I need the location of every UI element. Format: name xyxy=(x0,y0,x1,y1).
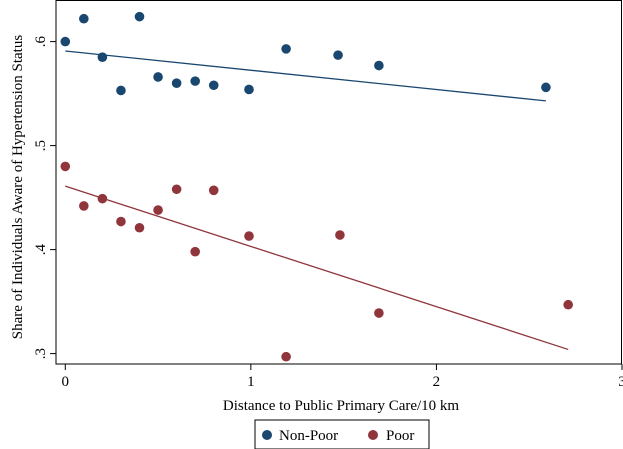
data-point xyxy=(335,230,345,240)
y-tick-label: .3 xyxy=(33,348,49,359)
x-tick-label: 1 xyxy=(247,374,255,390)
data-point xyxy=(134,11,145,22)
legend-label-non-poor: Non-Poor xyxy=(279,428,338,444)
data-point xyxy=(281,351,291,362)
data-point xyxy=(171,78,182,88)
x-axis: 0 1 2 3 xyxy=(62,364,623,390)
data-point xyxy=(333,50,343,60)
legend-label-poor: Poor xyxy=(386,428,414,444)
data-point xyxy=(374,308,384,318)
x-tick-label: 0 xyxy=(62,374,70,390)
y-axis-title: Share of Individuals Aware of Hypertensi… xyxy=(10,35,26,340)
data-point xyxy=(60,36,71,47)
fit-line xyxy=(65,50,546,102)
x-tick-label: 2 xyxy=(433,374,441,390)
y-tick-label: .4 xyxy=(33,243,49,255)
data-point xyxy=(281,44,291,54)
plot-area xyxy=(55,0,622,365)
data-point xyxy=(116,85,126,96)
y-tick-label: .6 xyxy=(33,35,49,47)
data-point xyxy=(190,246,200,257)
plot-border xyxy=(55,0,622,365)
data-point xyxy=(97,193,108,204)
legend-box xyxy=(254,419,430,449)
data-point xyxy=(208,80,219,91)
data-point xyxy=(244,84,254,95)
y-axis: .3 .4 .5 .6 xyxy=(33,35,56,359)
data-point xyxy=(244,231,254,241)
data-point xyxy=(190,76,200,86)
y-tick-label: .5 xyxy=(33,140,49,151)
data-point xyxy=(171,184,182,195)
legend: Non-Poor Poor xyxy=(254,419,430,449)
legend-marker-poor xyxy=(368,430,378,440)
fit-line xyxy=(65,185,569,351)
data-point xyxy=(79,201,89,211)
data-point xyxy=(153,72,163,82)
data-point xyxy=(97,52,108,62)
data-point xyxy=(563,299,573,310)
data-points xyxy=(60,11,573,362)
fit-lines xyxy=(65,50,569,351)
data-point xyxy=(116,216,126,227)
data-point xyxy=(153,205,163,215)
x-axis-title: Distance to Public Primary Care/10 km xyxy=(223,398,460,414)
data-point xyxy=(374,60,384,71)
data-point xyxy=(134,222,145,233)
x-tick-label: 3 xyxy=(618,374,623,390)
legend-marker-non-poor xyxy=(262,430,272,440)
data-point xyxy=(208,185,219,196)
data-point xyxy=(79,13,89,24)
data-point xyxy=(541,82,551,93)
data-point xyxy=(60,161,71,172)
